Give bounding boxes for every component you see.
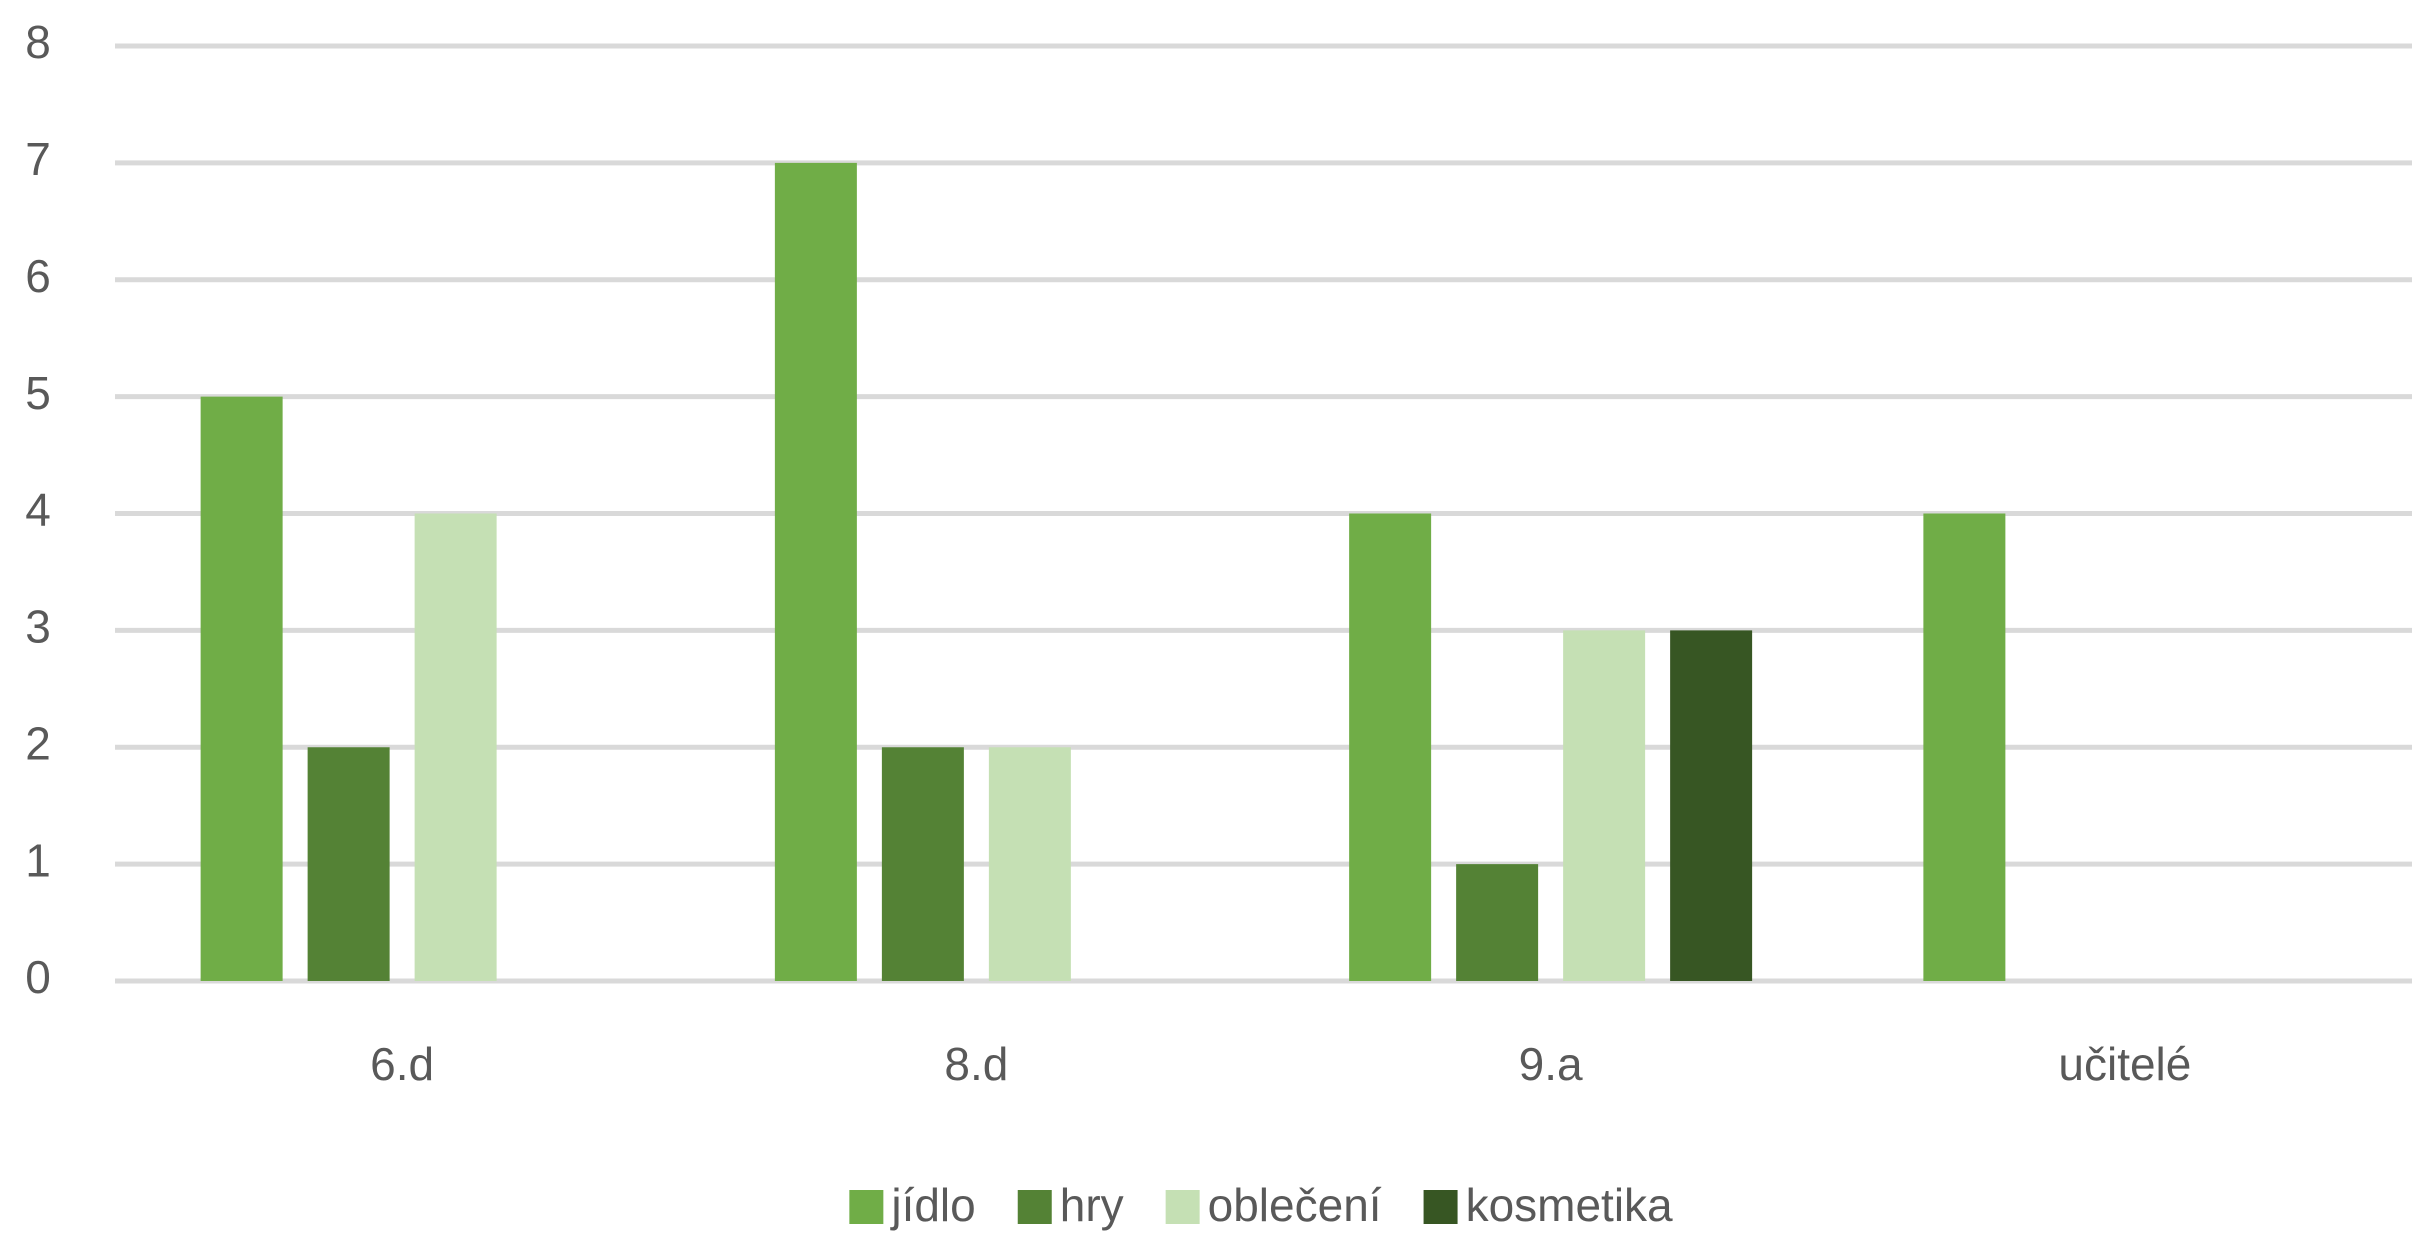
legend-swatch (849, 1190, 884, 1224)
legend-label: kosmetika (1466, 1179, 1673, 1231)
bar (881, 747, 964, 981)
y-tick-label: 1 (25, 834, 51, 886)
bar (988, 747, 1071, 981)
y-tick-label: 3 (25, 601, 51, 653)
y-tick-label: 0 (25, 951, 51, 1003)
bar (414, 513, 497, 981)
bar (1670, 630, 1753, 981)
legend-label: hry (1060, 1179, 1124, 1231)
bar (1923, 513, 2006, 981)
y-tick-label: 5 (25, 367, 51, 419)
bar (774, 162, 857, 981)
legend-label: oblečení (1208, 1179, 1382, 1231)
legend-swatch (1165, 1190, 1200, 1224)
x-tick-label: 6.d (370, 1038, 434, 1090)
bar (1563, 630, 1646, 981)
bar (1349, 513, 1432, 981)
legend-swatch (1017, 1190, 1052, 1224)
legend-label: jídlo (889, 1179, 975, 1231)
y-tick-label: 4 (25, 484, 51, 536)
legend-swatch (1423, 1190, 1458, 1224)
bar (200, 396, 283, 981)
x-tick-label: 8.d (944, 1038, 1008, 1090)
x-tick-label: učitelé (2058, 1038, 2191, 1090)
y-tick-label: 8 (25, 16, 51, 68)
y-tick-label: 7 (25, 133, 51, 185)
bar (1456, 864, 1539, 981)
bar (307, 747, 390, 981)
x-tick-label: 9.a (1519, 1038, 1583, 1090)
y-tick-label: 6 (25, 250, 51, 302)
y-tick-label: 2 (25, 717, 51, 769)
